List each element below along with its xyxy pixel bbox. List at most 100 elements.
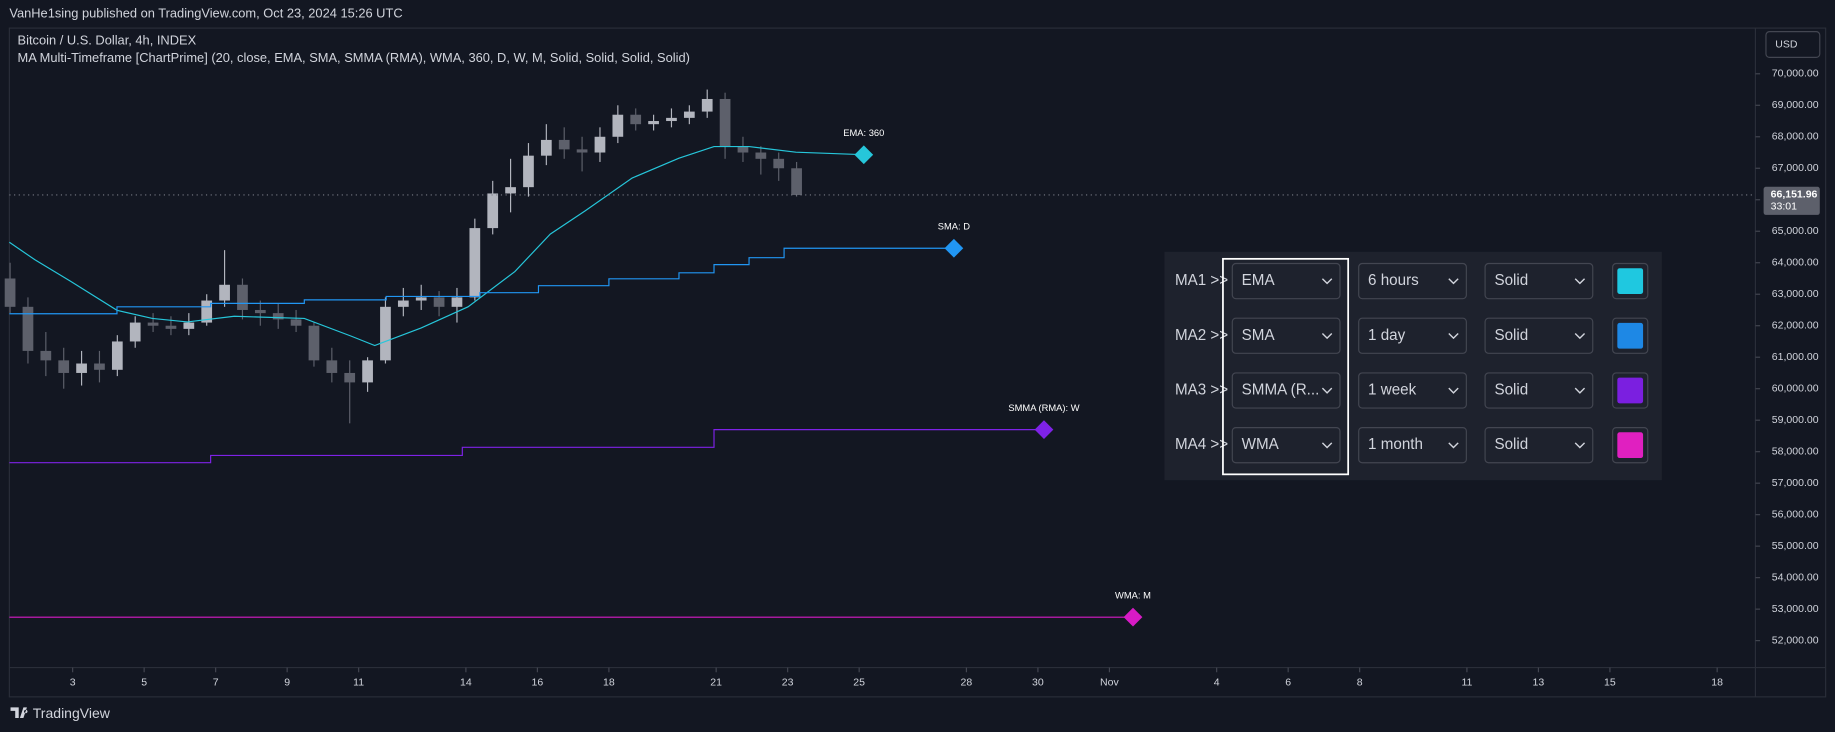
dropdown[interactable] — [1484, 372, 1594, 409]
x-tick-label: 16 — [532, 677, 544, 689]
countdown-label: 33:01 — [1771, 200, 1797, 212]
dropdown-chevron — [1448, 332, 1459, 340]
candle-body — [451, 297, 463, 307]
candle-body — [558, 139, 570, 150]
candle-body — [147, 322, 159, 326]
y-tick-label: 59,000.00 — [1772, 414, 1819, 426]
dropdown[interactable] — [1358, 372, 1467, 409]
candle-body — [58, 360, 70, 373]
dropdown-value: WMA — [1242, 436, 1280, 453]
row-label: MA2 >> — [1175, 327, 1228, 344]
y-tick-label: 56,000.00 — [1772, 508, 1819, 520]
y-tick-label: 70,000.00 — [1772, 68, 1819, 80]
dropdown[interactable] — [1231, 372, 1341, 409]
ma-end-marker — [854, 145, 874, 165]
dropdown[interactable] — [1358, 427, 1467, 464]
candle-body — [111, 341, 123, 370]
candle-body — [469, 228, 481, 298]
x-tick-label: 25 — [853, 677, 865, 689]
x-tick-label: 23 — [782, 677, 794, 689]
dropdown-value: SMA — [1242, 327, 1276, 344]
dropdown-chevron — [1321, 442, 1333, 449]
brand-name: TradingView — [33, 705, 111, 721]
dropdown-value: Solid — [1494, 327, 1528, 344]
currency-button[interactable] — [1765, 31, 1821, 58]
dropdown[interactable] — [1231, 317, 1341, 354]
y-tick-label: 65,000.00 — [1772, 225, 1819, 237]
color-swatch — [1617, 322, 1644, 349]
candle-body — [773, 158, 785, 169]
candle-body — [737, 146, 749, 153]
dropdown[interactable] — [1358, 317, 1467, 354]
y-tick-label: 55,000.00 — [1772, 540, 1819, 552]
candle-body — [290, 319, 302, 326]
candle-body — [540, 139, 552, 156]
ma-label: EMA: 360 — [843, 128, 884, 138]
dropdown-chevron — [1321, 278, 1333, 285]
row-label: MA1 >> — [1175, 272, 1228, 289]
color-swatch — [1617, 432, 1644, 459]
ma-label: SMMA (RMA): W — [1008, 403, 1079, 413]
ma-end-marker — [1034, 420, 1054, 440]
candle-body — [254, 309, 266, 314]
dropdown[interactable] — [1484, 427, 1594, 464]
y-tick-label: 62,000.00 — [1772, 319, 1819, 331]
currency-label: USD — [1775, 38, 1798, 50]
row-label: MA4 >> — [1175, 436, 1228, 453]
candle-body — [505, 187, 516, 194]
dropdown-value: EMA — [1242, 272, 1276, 289]
dropdown[interactable] — [1231, 427, 1341, 464]
x-tick-label: Nov — [1100, 677, 1119, 689]
dropdown[interactable] — [1231, 262, 1341, 300]
candle-body — [4, 278, 16, 307]
candle-body — [433, 297, 445, 307]
dropdown-chevron — [1448, 387, 1459, 394]
footer: TradingView — [10, 705, 111, 721]
candle-body — [380, 306, 391, 361]
candle-body — [219, 284, 230, 301]
dropdown-value: 1 day — [1368, 327, 1406, 344]
last-price-label: 66,151.96 — [1771, 189, 1818, 201]
x-tick-label: 5 — [141, 677, 147, 689]
dropdown-value: 1 month — [1368, 436, 1423, 453]
dropdown-chevron — [1574, 387, 1586, 394]
candle-body — [237, 284, 248, 310]
candle-body — [183, 322, 195, 329]
last-price-tag — [1763, 186, 1820, 215]
candle-body — [201, 300, 213, 323]
x-tick-label: 15 — [1604, 677, 1616, 689]
x-tick-label: 6 — [1285, 677, 1291, 689]
candle-body — [165, 325, 177, 329]
column-highlight — [1222, 257, 1350, 476]
dropdown-chevron — [1321, 387, 1333, 394]
chart-frame — [8, 27, 1827, 698]
x-tick-label: 14 — [460, 677, 472, 689]
dropdown[interactable] — [1484, 317, 1594, 354]
y-tick-label: 53,000.00 — [1772, 603, 1819, 615]
ma-line — [9, 145, 864, 347]
settings-panel: MA1 >> EMA 6 hours Solid MA2 >> SMA 1 day Solid… — [1164, 251, 1662, 481]
dropdown-value: 1 week — [1368, 381, 1417, 398]
brand-logo — [10, 707, 28, 718]
x-tick-label: 11 — [353, 677, 364, 689]
x-tick-label: 7 — [213, 677, 219, 689]
dropdown-value: 6 hours — [1368, 272, 1419, 289]
candle-body — [344, 372, 356, 383]
candle-body — [648, 121, 659, 125]
x-tick-label: 28 — [961, 677, 973, 689]
x-tick-label: 30 — [1032, 677, 1044, 689]
candle-body — [308, 325, 320, 361]
row-label: MA3 >> — [1175, 381, 1228, 398]
ma-end-marker — [1123, 607, 1143, 627]
candle-body — [630, 114, 642, 125]
dropdown[interactable] — [1484, 262, 1594, 300]
y-tick-label: 69,000.00 — [1772, 99, 1819, 111]
ma-label: WMA: M — [1115, 591, 1151, 601]
candle-body — [22, 306, 34, 351]
dropdown[interactable] — [1358, 262, 1467, 300]
color-swatch — [1617, 268, 1644, 294]
candle-body — [791, 168, 802, 196]
dropdown-value: Solid — [1494, 436, 1528, 453]
